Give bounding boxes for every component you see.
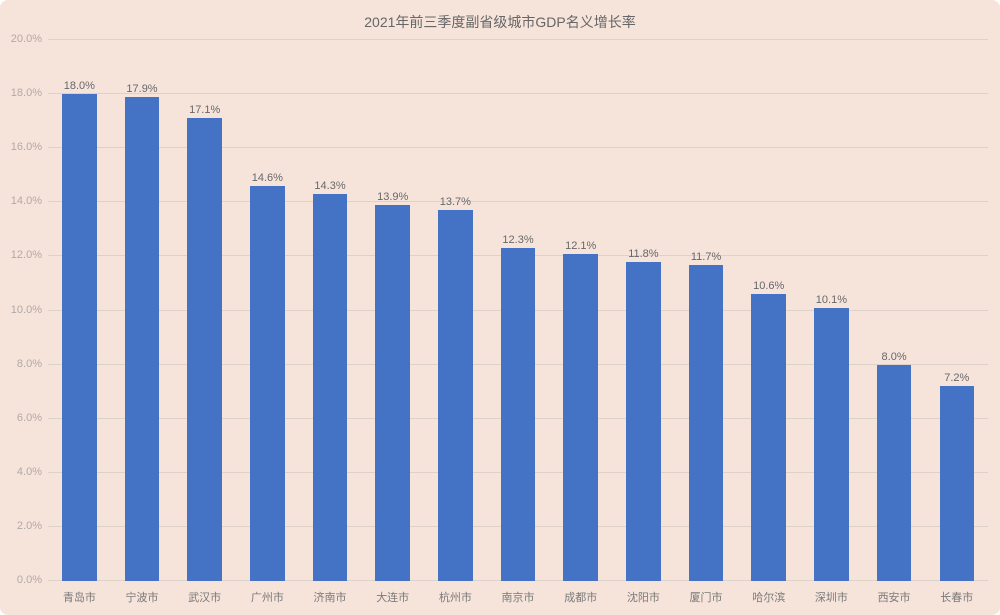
bar-value-label: 14.6% [252,172,283,186]
bar: 18.0% [62,94,96,581]
bar: 10.1% [814,308,848,581]
bar-value-label: 11.7% [691,251,721,265]
x-tick-label: 济南市 [299,589,362,605]
bar-slot: 12.3% [487,40,550,581]
y-tick-label: 16.0% [11,141,42,153]
bar: 12.3% [501,248,535,581]
y-tick-label: 10.0% [11,304,42,316]
x-tick-label: 沈阳市 [612,589,675,605]
y-tick-label: 14.0% [11,195,42,207]
x-tick-label: 西安市 [863,589,926,605]
bar-value-label: 14.3% [314,180,345,194]
bar-value-label: 13.7% [440,196,471,210]
bar: 12.1% [563,254,597,581]
bar-slot: 11.8% [612,40,675,581]
bar-slot: 17.1% [173,40,236,581]
x-tick-label: 宁波市 [111,589,174,605]
bar: 10.6% [751,294,785,581]
x-tick-label: 杭州市 [424,589,487,605]
bar-value-label: 11.8% [628,248,658,262]
bar-slot: 17.9% [111,40,174,581]
plot-area: 0.0%2.0%4.0%6.0%8.0%10.0%12.0%14.0%16.0%… [48,40,988,581]
bar: 11.7% [689,265,723,581]
bar-value-label: 17.9% [126,83,157,97]
bar-value-label: 12.3% [502,234,533,248]
bar: 14.3% [313,194,347,581]
y-tick-label: 18.0% [11,87,42,99]
y-tick-label: 4.0% [17,466,42,478]
x-tick-label: 哈尔滨 [737,589,800,605]
bar-value-label: 12.1% [565,240,596,254]
bar-slot: 14.6% [236,40,299,581]
bars-row: 18.0% 17.9% 17.1% 14.6% 14.3% 13.9% 13.7% 12.3%… [48,40,988,581]
bar: 13.9% [375,205,409,581]
bar: 13.7% [438,210,472,581]
bar-slot: 10.1% [800,40,863,581]
chart-container: 2021年前三季度副省级城市GDP名义增长率 0.0%2.0%4.0%6.0%8… [0,0,1000,615]
x-tick-label: 大连市 [361,589,424,605]
bar: 14.6% [250,186,284,581]
bar-value-label: 18.0% [64,80,95,94]
x-tick-label: 广州市 [236,589,299,605]
bar-value-label: 17.1% [189,104,220,118]
bar: 7.2% [940,386,974,581]
chart-title: 2021年前三季度副省级城市GDP名义增长率 [0,0,1000,32]
bar: 17.1% [187,118,221,581]
bar-value-label: 8.0% [882,351,907,365]
x-axis-labels: 青岛市宁波市武汉市广州市济南市大连市杭州市南京市成都市沈阳市厦门市哈尔滨深圳市西… [48,589,988,605]
bar: 17.9% [125,97,159,581]
x-tick-label: 厦门市 [675,589,738,605]
bar-slot: 13.9% [361,40,424,581]
bar-slot: 11.7% [675,40,738,581]
y-tick-label: 0.0% [17,574,42,586]
bar-value-label: 10.1% [816,294,847,308]
x-tick-label: 成都市 [549,589,612,605]
bar-slot: 13.7% [424,40,487,581]
bar-slot: 7.2% [925,40,988,581]
x-tick-label: 青岛市 [48,589,111,605]
y-tick-label: 8.0% [17,358,42,370]
bar: 8.0% [877,365,911,581]
x-tick-label: 南京市 [487,589,550,605]
y-tick-label: 6.0% [17,412,42,424]
bar-value-label: 13.9% [377,191,408,205]
bar-slot: 18.0% [48,40,111,581]
x-tick-label: 武汉市 [173,589,236,605]
y-tick-label: 2.0% [17,520,42,532]
y-tick-label: 20.0% [11,33,42,45]
bar-slot: 14.3% [299,40,362,581]
bar-slot: 8.0% [863,40,926,581]
bar-slot: 10.6% [737,40,800,581]
bar-value-label: 7.2% [944,372,969,386]
x-tick-label: 深圳市 [800,589,863,605]
bar-slot: 12.1% [549,40,612,581]
bar: 11.8% [626,262,660,581]
y-tick-label: 12.0% [11,249,42,261]
x-tick-label: 长春市 [925,589,988,605]
bar-value-label: 10.6% [753,280,784,294]
